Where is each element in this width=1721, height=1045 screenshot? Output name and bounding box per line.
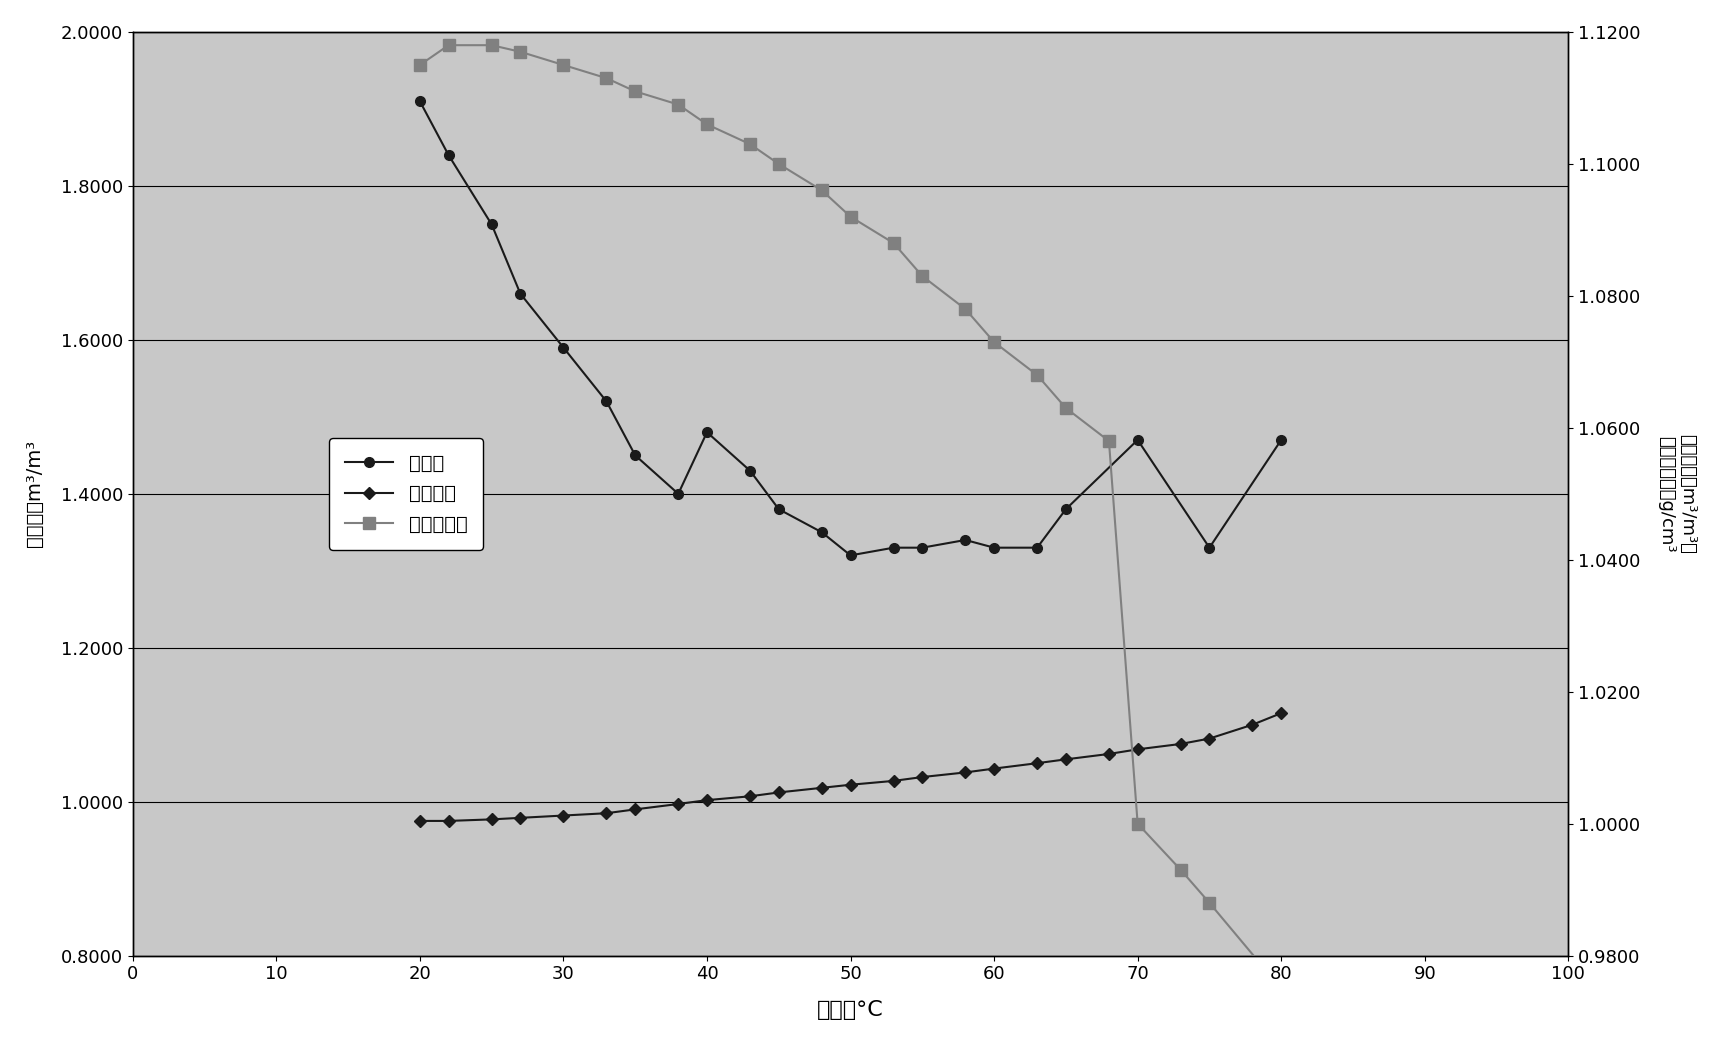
体积系数 xyxy=(1270,706,1291,719)
气水比 xyxy=(840,549,860,561)
体积系数 xyxy=(912,771,933,784)
气水比 xyxy=(984,541,1005,554)
地层水密度 xyxy=(1127,817,1148,830)
Y-axis label: 气水比，m³/m³: 气水比，m³/m³ xyxy=(26,440,45,548)
气水比 xyxy=(1127,434,1148,446)
地层水密度 xyxy=(1170,863,1191,876)
体积系数 xyxy=(1027,757,1048,769)
气水比 xyxy=(625,449,645,462)
地层水密度 xyxy=(482,39,503,51)
地层水密度 xyxy=(769,158,790,170)
体积系数 xyxy=(509,812,530,825)
气水比 xyxy=(1270,434,1291,446)
体积系数 xyxy=(812,782,833,794)
地层水密度 xyxy=(410,59,430,71)
气水比 xyxy=(439,148,460,161)
地层水密度 xyxy=(984,335,1005,348)
体积系数 xyxy=(1055,753,1076,766)
地层水密度 xyxy=(740,138,761,150)
Line: 地层水密度: 地层水密度 xyxy=(415,40,1287,994)
体积系数 xyxy=(1243,719,1263,731)
体积系数 xyxy=(1127,743,1148,756)
地层水密度 xyxy=(697,118,718,131)
气水比 xyxy=(509,287,530,300)
体积系数 xyxy=(595,807,616,819)
气水比 xyxy=(482,218,503,231)
气水比 xyxy=(912,541,933,554)
体积系数 xyxy=(1170,738,1191,750)
气水比 xyxy=(740,464,761,477)
地层水密度 xyxy=(955,303,976,316)
地层水密度 xyxy=(1200,897,1220,909)
地层水密度 xyxy=(812,184,833,196)
体积系数 xyxy=(482,813,503,826)
地层水密度 xyxy=(1027,369,1048,381)
气水比 xyxy=(595,395,616,408)
体积系数 xyxy=(984,762,1005,774)
体积系数 xyxy=(625,804,645,816)
体积系数 xyxy=(883,774,904,787)
地层水密度 xyxy=(625,85,645,97)
体积系数 xyxy=(439,815,460,828)
体积系数 xyxy=(410,815,430,828)
体积系数 xyxy=(552,809,573,821)
气水比 xyxy=(883,541,904,554)
地层水密度 xyxy=(595,72,616,85)
Y-axis label: 体积系数，m³/m³；
地层水密度，g/cm³: 体积系数，m³/m³； 地层水密度，g/cm³ xyxy=(1657,434,1695,554)
体积系数 xyxy=(1098,747,1119,760)
气水比 xyxy=(769,503,790,515)
气水比 xyxy=(955,534,976,547)
地层水密度 xyxy=(1055,401,1076,414)
气水比 xyxy=(1055,503,1076,515)
地层水密度 xyxy=(668,98,688,111)
地层水密度 xyxy=(1270,982,1291,995)
体积系数 xyxy=(769,786,790,798)
体积系数 xyxy=(697,794,718,807)
体积系数 xyxy=(1200,733,1220,745)
地层水密度 xyxy=(439,39,460,51)
体积系数 xyxy=(740,790,761,803)
体积系数 xyxy=(955,766,976,779)
地层水密度 xyxy=(552,59,573,71)
气水比 xyxy=(1200,541,1220,554)
Line: 气水比: 气水比 xyxy=(415,96,1286,560)
气水比 xyxy=(697,426,718,439)
地层水密度 xyxy=(509,46,530,59)
气水比 xyxy=(410,95,430,108)
地层水密度 xyxy=(840,210,860,223)
气水比 xyxy=(1027,541,1048,554)
体积系数 xyxy=(668,797,688,810)
气水比 xyxy=(552,342,573,354)
Legend: 气水比, 体积系数, 地层水密度: 气水比, 体积系数, 地层水密度 xyxy=(329,438,484,550)
气水比 xyxy=(812,526,833,538)
地层水密度 xyxy=(912,270,933,282)
地层水密度 xyxy=(883,237,904,250)
体积系数 xyxy=(840,779,860,791)
X-axis label: 温度，°C: 温度，°C xyxy=(817,1000,885,1020)
气水比 xyxy=(668,488,688,501)
Line: 体积系数: 体积系数 xyxy=(416,709,1286,826)
地层水密度 xyxy=(1098,435,1119,447)
